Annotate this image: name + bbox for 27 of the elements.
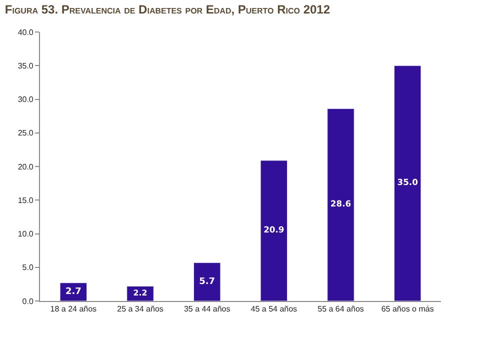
y-tick-label: 35.0 — [18, 61, 34, 70]
data-label: 35.0 — [397, 177, 418, 188]
y-tick-label: 10.0 — [18, 230, 34, 239]
y-tick-label: 40.0 — [18, 28, 34, 37]
bar — [327, 108, 354, 301]
y-tick-label: 25.0 — [18, 128, 34, 138]
y-tick-label: 30.0 — [18, 95, 34, 104]
bar — [193, 262, 221, 301]
bar — [394, 65, 422, 301]
y-tick-label: 0.0 — [22, 296, 34, 306]
x-tick-label: 25 a 34 años — [117, 304, 164, 314]
y-tick-label: 5.0 — [22, 263, 34, 272]
chart-title: Figura 53. Prevalencia de Diabetes por Edad, Puerto Rico 2012 — [4, 2, 330, 17]
x-tick-label: 65 años o más — [381, 304, 434, 314]
data-label: 28.6 — [330, 198, 352, 209]
data-label: 5.7 — [199, 276, 216, 287]
x-tick-label: 35 a 44 años — [184, 304, 230, 314]
x-tick-label: 45 a 54 años — [250, 304, 298, 314]
data-label: 20.9 — [264, 224, 284, 235]
bar — [260, 160, 288, 301]
y-tick-label: 15.0 — [18, 196, 34, 205]
data-label: 2.7 — [65, 286, 82, 297]
data-label: 2.2 — [133, 288, 148, 298]
y-tick-label: 20.0 — [18, 162, 34, 172]
x-tick-label: 55 a 64 años — [318, 304, 364, 314]
x-tick-label: 18 a 24 años — [50, 304, 97, 314]
bar — [60, 282, 88, 301]
